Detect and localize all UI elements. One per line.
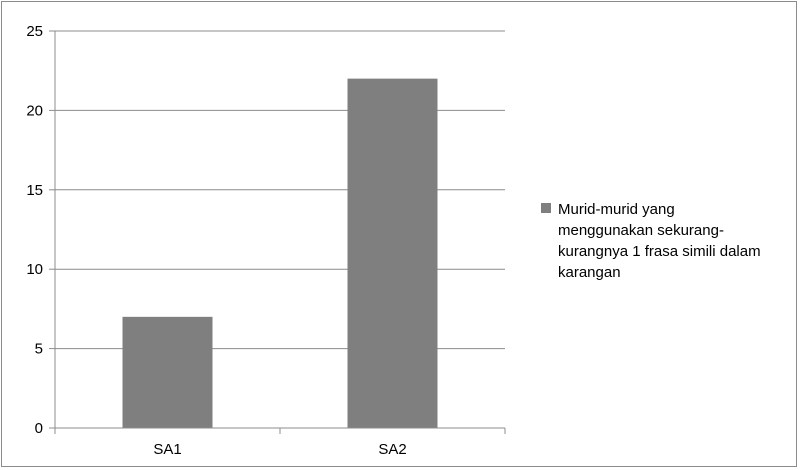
bar-sa1 bbox=[122, 316, 213, 428]
bars bbox=[122, 78, 438, 428]
legend-line: kurangnya 1 frasa simili dalam bbox=[558, 243, 761, 260]
y-tick-label: 20 bbox=[26, 102, 43, 119]
y-tick-label: 15 bbox=[26, 182, 43, 199]
legend-line: Murid-murid yang bbox=[558, 201, 675, 218]
y-tick-label: 5 bbox=[35, 341, 43, 358]
legend-swatch bbox=[541, 203, 551, 213]
y-tick-label: 25 bbox=[26, 23, 43, 40]
bar-sa2 bbox=[347, 78, 438, 428]
x-tick-label: SA2 bbox=[378, 441, 406, 458]
y-tick-label: 10 bbox=[26, 261, 43, 278]
x-tick-label: SA1 bbox=[153, 441, 181, 458]
legend: Murid-murid yang menggunakan sekurang-kur… bbox=[541, 201, 761, 281]
y-tick-label: 0 bbox=[35, 420, 43, 437]
legend-line: menggunakan sekurang- bbox=[558, 222, 724, 239]
axes bbox=[54, 31, 505, 429]
legend-line: karangan bbox=[558, 264, 621, 281]
legend-label: Murid-murid yang menggunakan sekurang-kur… bbox=[558, 201, 761, 281]
x-tick-labels: SA1 SA2 bbox=[153, 441, 406, 458]
y-tick-labels: 0 5 10 15 20 25 bbox=[26, 23, 43, 437]
